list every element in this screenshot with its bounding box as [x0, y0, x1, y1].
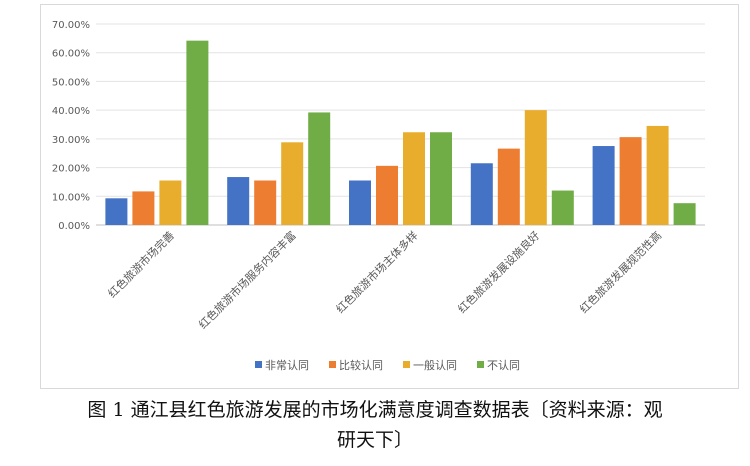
bar	[403, 132, 425, 225]
x-category-label: 红色旅游市场完善	[105, 228, 177, 300]
x-category-label: 红色旅游发展设施良好	[455, 228, 543, 316]
x-category-label: 红色旅游市场主体多样	[333, 228, 421, 316]
bar	[308, 112, 331, 225]
legend-swatch	[329, 361, 336, 368]
y-tick-label: 30.00%	[52, 135, 90, 146]
y-tick-label: 70.00%	[52, 20, 90, 31]
bar	[159, 180, 182, 225]
caption-line-1: 图 1 通江县红色旅游发展的市场化满意度调查数据表〔资料来源：观	[87, 399, 663, 421]
legend-swatch	[477, 361, 484, 368]
x-category-label: 红色旅游市场服务内容丰富	[196, 228, 299, 331]
y-tick-label: 0.00%	[58, 221, 90, 232]
bar	[470, 163, 493, 225]
y-tick-label: 50.00%	[52, 77, 90, 88]
bar	[349, 180, 371, 225]
bar	[430, 132, 452, 225]
bar	[551, 190, 574, 225]
y-tick-label: 10.00%	[52, 192, 90, 203]
figure-caption: 图 1 通江县红色旅游发展的市场化满意度调查数据表〔资料来源：观 研天下〕	[0, 395, 750, 455]
bar	[376, 165, 398, 225]
bar	[619, 137, 642, 225]
legend-label: 比较认同	[339, 358, 383, 372]
bar	[646, 125, 669, 225]
bar	[186, 40, 209, 226]
bar	[592, 146, 615, 225]
bar	[673, 203, 696, 225]
legend-swatch	[403, 361, 410, 368]
bar	[254, 180, 277, 225]
bar	[132, 191, 155, 225]
y-tick-label: 20.00%	[52, 164, 90, 175]
y-tick-label: 40.00%	[52, 106, 90, 117]
legend-label: 一般认同	[413, 359, 457, 372]
bar	[497, 148, 520, 225]
caption-line-2: 研天下〕	[336, 429, 413, 451]
x-category-label: 红色旅游发展规范性高	[577, 228, 665, 316]
bar	[105, 198, 128, 225]
bar	[227, 177, 250, 225]
bar	[281, 142, 304, 225]
legend-swatch	[255, 361, 262, 368]
legend-label: 不认同	[487, 359, 520, 372]
y-tick-label: 60.00%	[52, 49, 90, 60]
bar	[524, 110, 547, 225]
legend-label: 非常认同	[265, 359, 309, 372]
